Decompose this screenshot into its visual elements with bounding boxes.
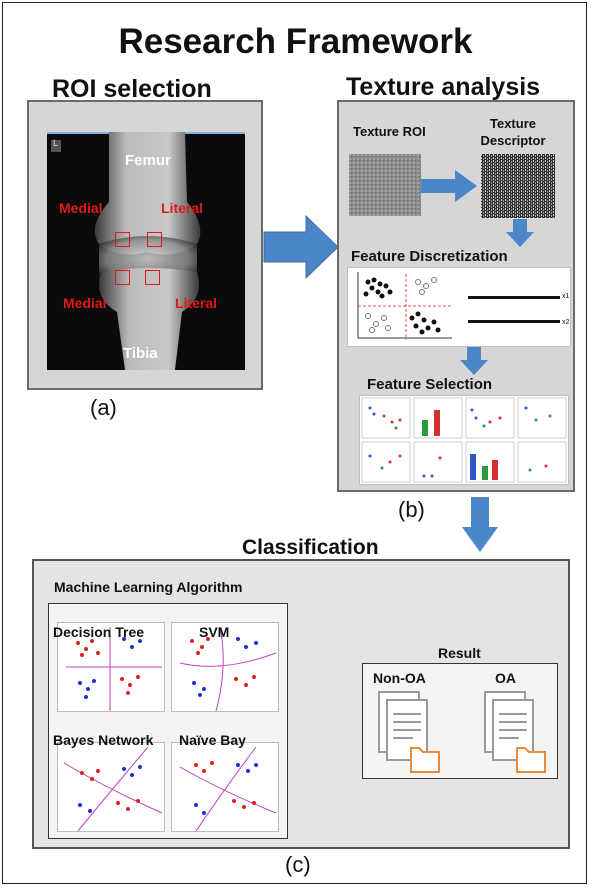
arrow-down-icon-2	[460, 347, 488, 375]
knee-xray	[47, 132, 245, 370]
arrow-descriptor-icon	[421, 170, 477, 202]
arrow-down-icon-1	[506, 219, 534, 247]
texture-descriptor-image	[481, 154, 555, 218]
x2-axis-label: x2	[562, 319, 570, 326]
feature-discretization-label: Feature Discretization	[351, 248, 508, 265]
roi-box-3	[115, 270, 130, 285]
roi-box-4	[145, 270, 160, 285]
roi-panel: L Femur Medial Literal Medial Literal Ti…	[27, 100, 263, 390]
roi-box-1	[115, 232, 130, 247]
feature-selection-label: Feature Selection	[367, 376, 493, 393]
page-title: Research Framework	[118, 22, 473, 61]
texture-panel: Texture ROI Texture Descriptor Feature D…	[337, 100, 575, 492]
classification-panel: Machine Learning Algorithm	[32, 559, 570, 849]
texture-roi-label: Texture ROI	[353, 124, 426, 139]
roi-heading: ROI selection	[52, 75, 212, 103]
arrow-down-icon-3	[462, 497, 498, 552]
algo-label-naive-bayes: Naïve Bay	[179, 732, 246, 748]
roi-box-2	[147, 232, 162, 247]
result-heading: Result	[438, 645, 481, 661]
caption-a: (a)	[90, 395, 117, 420]
document-folder-icon-non-oa	[378, 691, 440, 773]
result-non-oa-label: Non-OA	[373, 670, 426, 686]
algo-label-bayes-network: Bayes Network	[53, 732, 154, 748]
xray-corner-mark: L	[53, 138, 59, 148]
feature-selection-grid	[359, 395, 569, 485]
tibia-label: Tibia	[123, 345, 158, 362]
descriptor-label-1: Texture	[490, 116, 536, 131]
algo-plot-svm	[171, 622, 279, 712]
arrow-right-icon	[263, 214, 339, 280]
algo-label-decision-tree: Decision Tree	[53, 624, 145, 640]
classification-heading: Classification	[242, 536, 379, 559]
x1-axis-label: x1	[562, 293, 570, 300]
descriptor-label-2: Descriptor	[480, 133, 546, 148]
caption-c: (c)	[285, 852, 311, 877]
ml-algorithms-box: Decision Tree SVM Bayes Network Naïve Ba…	[48, 603, 288, 839]
algo-plot-naive-bayes	[171, 742, 279, 832]
texture-roi-image	[349, 154, 421, 216]
result-oa-label: OA	[495, 670, 516, 686]
discretization-plot: x1 x2	[347, 267, 571, 347]
algo-plot-bayes-network	[57, 742, 165, 832]
medial-bottom-label: Medial	[63, 295, 107, 311]
ml-heading: Machine Learning Algorithm	[54, 579, 243, 595]
document-folder-icon-oa	[484, 691, 546, 773]
femur-label: Femur	[125, 152, 171, 169]
medial-top-label: Medial	[59, 200, 103, 216]
xray-image	[47, 132, 245, 370]
algo-label-svm: SVM	[199, 624, 230, 640]
literal-bottom-label: Literal	[175, 295, 218, 311]
caption-b: (b)	[398, 497, 425, 522]
result-box: Non-OA OA	[362, 663, 558, 779]
algo-plot-decision-tree	[57, 622, 165, 712]
texture-heading: Texture analysis	[346, 73, 541, 101]
literal-top-label: Literal	[161, 200, 204, 216]
